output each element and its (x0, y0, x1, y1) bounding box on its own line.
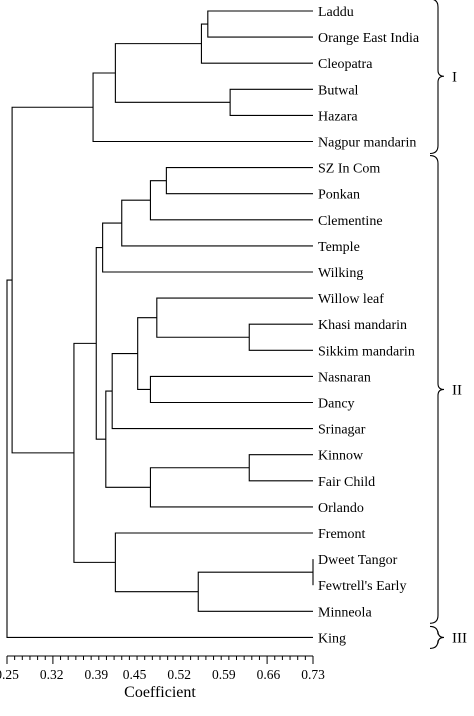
leaf-labels: Laddu Orange East India Cleopatra Butwal Haz… (318, 5, 420, 646)
group-label: II (452, 382, 462, 398)
leaf-label: Srinagar (318, 423, 366, 438)
leaf-label: Sikkim mandarin (318, 344, 415, 359)
dendrogram-branch (114, 532, 313, 593)
leaf-label: Clementine (318, 214, 383, 229)
leaf-label: Kinnow (318, 449, 364, 464)
leaf-label: Cleopatra (318, 57, 373, 72)
x-tick-label: 0.52 (167, 667, 191, 682)
leaf-label: Orlando (318, 501, 364, 516)
leaf-label: Fewtrell's Early (318, 579, 406, 594)
group-label: I (452, 69, 457, 85)
x-axis-title: Coefficient (124, 684, 196, 701)
leaf-label: SZ In Com (318, 162, 380, 177)
x-tick-label: 0.25 (0, 667, 19, 682)
x-axis-ticks: 0.25 0.32 0.39 0.45 0.52 0.59 0.66 0.73 (0, 656, 325, 682)
dendrogram-branch (207, 10, 313, 38)
leaf-label: Willow leaf (318, 292, 384, 307)
leaf-label: Ponkan (318, 188, 360, 203)
leaf-label: Laddu (318, 5, 354, 20)
leaf-label: Hazara (318, 109, 358, 124)
leaf-label: Dancy (318, 397, 355, 412)
dendrogram-branch (165, 167, 313, 195)
dendrogram-branch (92, 72, 313, 143)
leaf-label: Butwal (318, 83, 359, 98)
leaf-label: Nagpur mandarin (318, 136, 416, 151)
x-tick-label: 0.39 (84, 667, 108, 682)
dendrogram-branches (6, 10, 314, 638)
x-tick-label: 0.66 (257, 667, 281, 682)
x-tick-label: 0.59 (212, 667, 236, 682)
dendrogram-branch (229, 88, 313, 116)
dendrogram-branch (149, 180, 313, 221)
dendrogram-branch (137, 317, 157, 390)
dendrogram-branch (149, 467, 313, 508)
dendrogram-branch (248, 323, 313, 351)
group-brace (429, 625, 445, 649)
dendrogram-branch (11, 106, 94, 454)
dendrogram-branch (102, 222, 313, 273)
leaf-label: Fremont (318, 527, 366, 542)
x-tick-label: 0.32 (40, 667, 64, 682)
group-brace (429, 155, 445, 624)
leaf-label: Khasi mandarin (318, 318, 407, 333)
group-label: III (452, 630, 467, 646)
leaf-label: Temple (318, 240, 360, 255)
leaf-label: Dweet Tangor (318, 553, 398, 568)
leaf-label: Wilking (318, 266, 363, 281)
dendrogram-branch (114, 43, 231, 103)
dendrogram-branch (197, 571, 313, 612)
group-brace (429, 0, 445, 155)
leaf-label: King (318, 631, 346, 646)
leaf-label: Orange East India (318, 31, 420, 46)
leaf-label: Fair Child (318, 475, 375, 490)
dendrogram-branch (248, 454, 313, 482)
dendrogram-branch (149, 375, 313, 404)
x-axis: 0.25 0.32 0.39 0.45 0.52 0.59 0.66 0.73 (0, 655, 325, 682)
dendrogram-branch (156, 297, 313, 338)
x-tick-label: 0.45 (123, 667, 147, 682)
dendrogram-branch (111, 353, 313, 430)
dendrogram-branch (105, 390, 151, 488)
dendrogram-branch (6, 279, 313, 638)
leaf-label: Minneola (318, 605, 372, 620)
dendrogram-branch (200, 23, 313, 64)
leaf-label: Nasnaran (318, 370, 371, 385)
x-tick-label: 0.73 (301, 667, 325, 682)
dendrogram-branch (73, 342, 116, 563)
dendrogram-branch (95, 246, 106, 440)
